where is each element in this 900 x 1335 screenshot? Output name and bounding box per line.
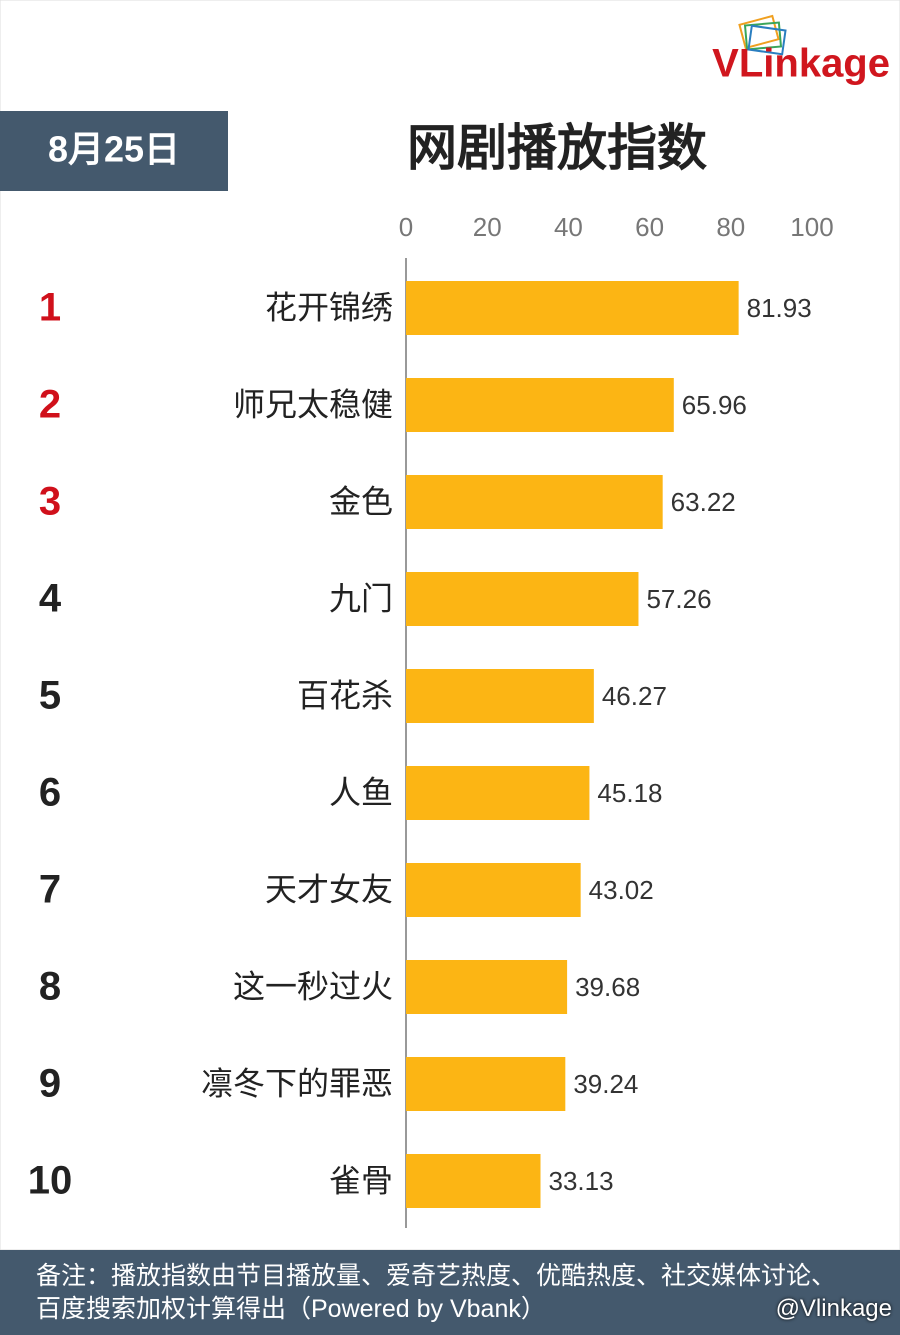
value-label: 57.26: [646, 584, 711, 614]
rank-label: 10: [28, 1159, 73, 1203]
x-tick-label: 60: [635, 212, 664, 242]
bar: [406, 1154, 541, 1208]
x-tick-label: 0: [399, 212, 413, 242]
category-label: 九门: [329, 580, 393, 616]
value-label: 43.02: [589, 875, 654, 905]
chart: VLinkage 8月25日 网剧播放指数 0 20 40 60 80 100 1 花开锦绣 8…: [0, 0, 900, 1250]
value-label: 39.24: [573, 1069, 638, 1099]
logo-icon: [738, 14, 787, 56]
rank-label: 1: [39, 286, 61, 330]
category-label: 雀骨: [329, 1162, 393, 1198]
category-label: 金色: [329, 483, 393, 519]
value-label: 39.68: [575, 972, 640, 1002]
bar: [406, 766, 590, 820]
date-label: 8月25日: [48, 129, 180, 170]
value-label: 63.22: [671, 487, 736, 517]
category-label: 师兄太稳健: [233, 386, 393, 422]
rank-label: 8: [39, 965, 61, 1009]
category-label: 花开锦绣: [265, 289, 393, 325]
value-label: 45.18: [597, 778, 662, 808]
footnote: 备注：播放指数由节目播放量、爱奇艺热度、优酷热度、社交媒体讨论、百度搜索加权计算…: [36, 1262, 837, 1323]
watermark: @Vlinkage: [775, 1295, 892, 1322]
x-tick-label: 80: [716, 212, 745, 242]
bar: [406, 1057, 566, 1111]
bar: [406, 960, 568, 1014]
value-label: 46.27: [602, 681, 667, 711]
rank-label: 4: [39, 577, 62, 621]
rank-label: 7: [39, 868, 61, 912]
bar: [406, 669, 594, 723]
category-label: 人鱼: [329, 774, 393, 810]
rank-label: 9: [39, 1062, 61, 1106]
x-tick-label: 40: [554, 212, 583, 242]
footer: 备注：播放指数由节目播放量、爱奇艺热度、优酷热度、社交媒体讨论、百度搜索加权计算…: [0, 1250, 900, 1335]
rank-label: 2: [39, 383, 61, 427]
rank-label: 6: [39, 771, 61, 815]
category-label: 这一秒过火: [233, 968, 393, 1004]
bar: [406, 863, 581, 917]
rank-label: 3: [39, 480, 61, 524]
bar: [406, 281, 739, 335]
bar: [406, 475, 663, 529]
bar: [406, 378, 674, 432]
value-label: 33.13: [549, 1166, 614, 1196]
brand-logo: VLinkage: [712, 42, 890, 86]
value-label: 65.96: [682, 390, 747, 420]
category-label: 凛冬下的罪恶: [201, 1065, 393, 1101]
value-label: 81.93: [747, 293, 812, 323]
rank-label: 5: [39, 674, 61, 718]
bar: [406, 572, 639, 626]
x-tick-label: 20: [473, 212, 502, 242]
chart-title: 网剧播放指数: [407, 120, 707, 176]
category-label: 天才女友: [265, 871, 393, 907]
date-box: [0, 111, 228, 191]
category-label: 百花杀: [297, 677, 393, 713]
x-tick-label: 100: [790, 212, 833, 242]
